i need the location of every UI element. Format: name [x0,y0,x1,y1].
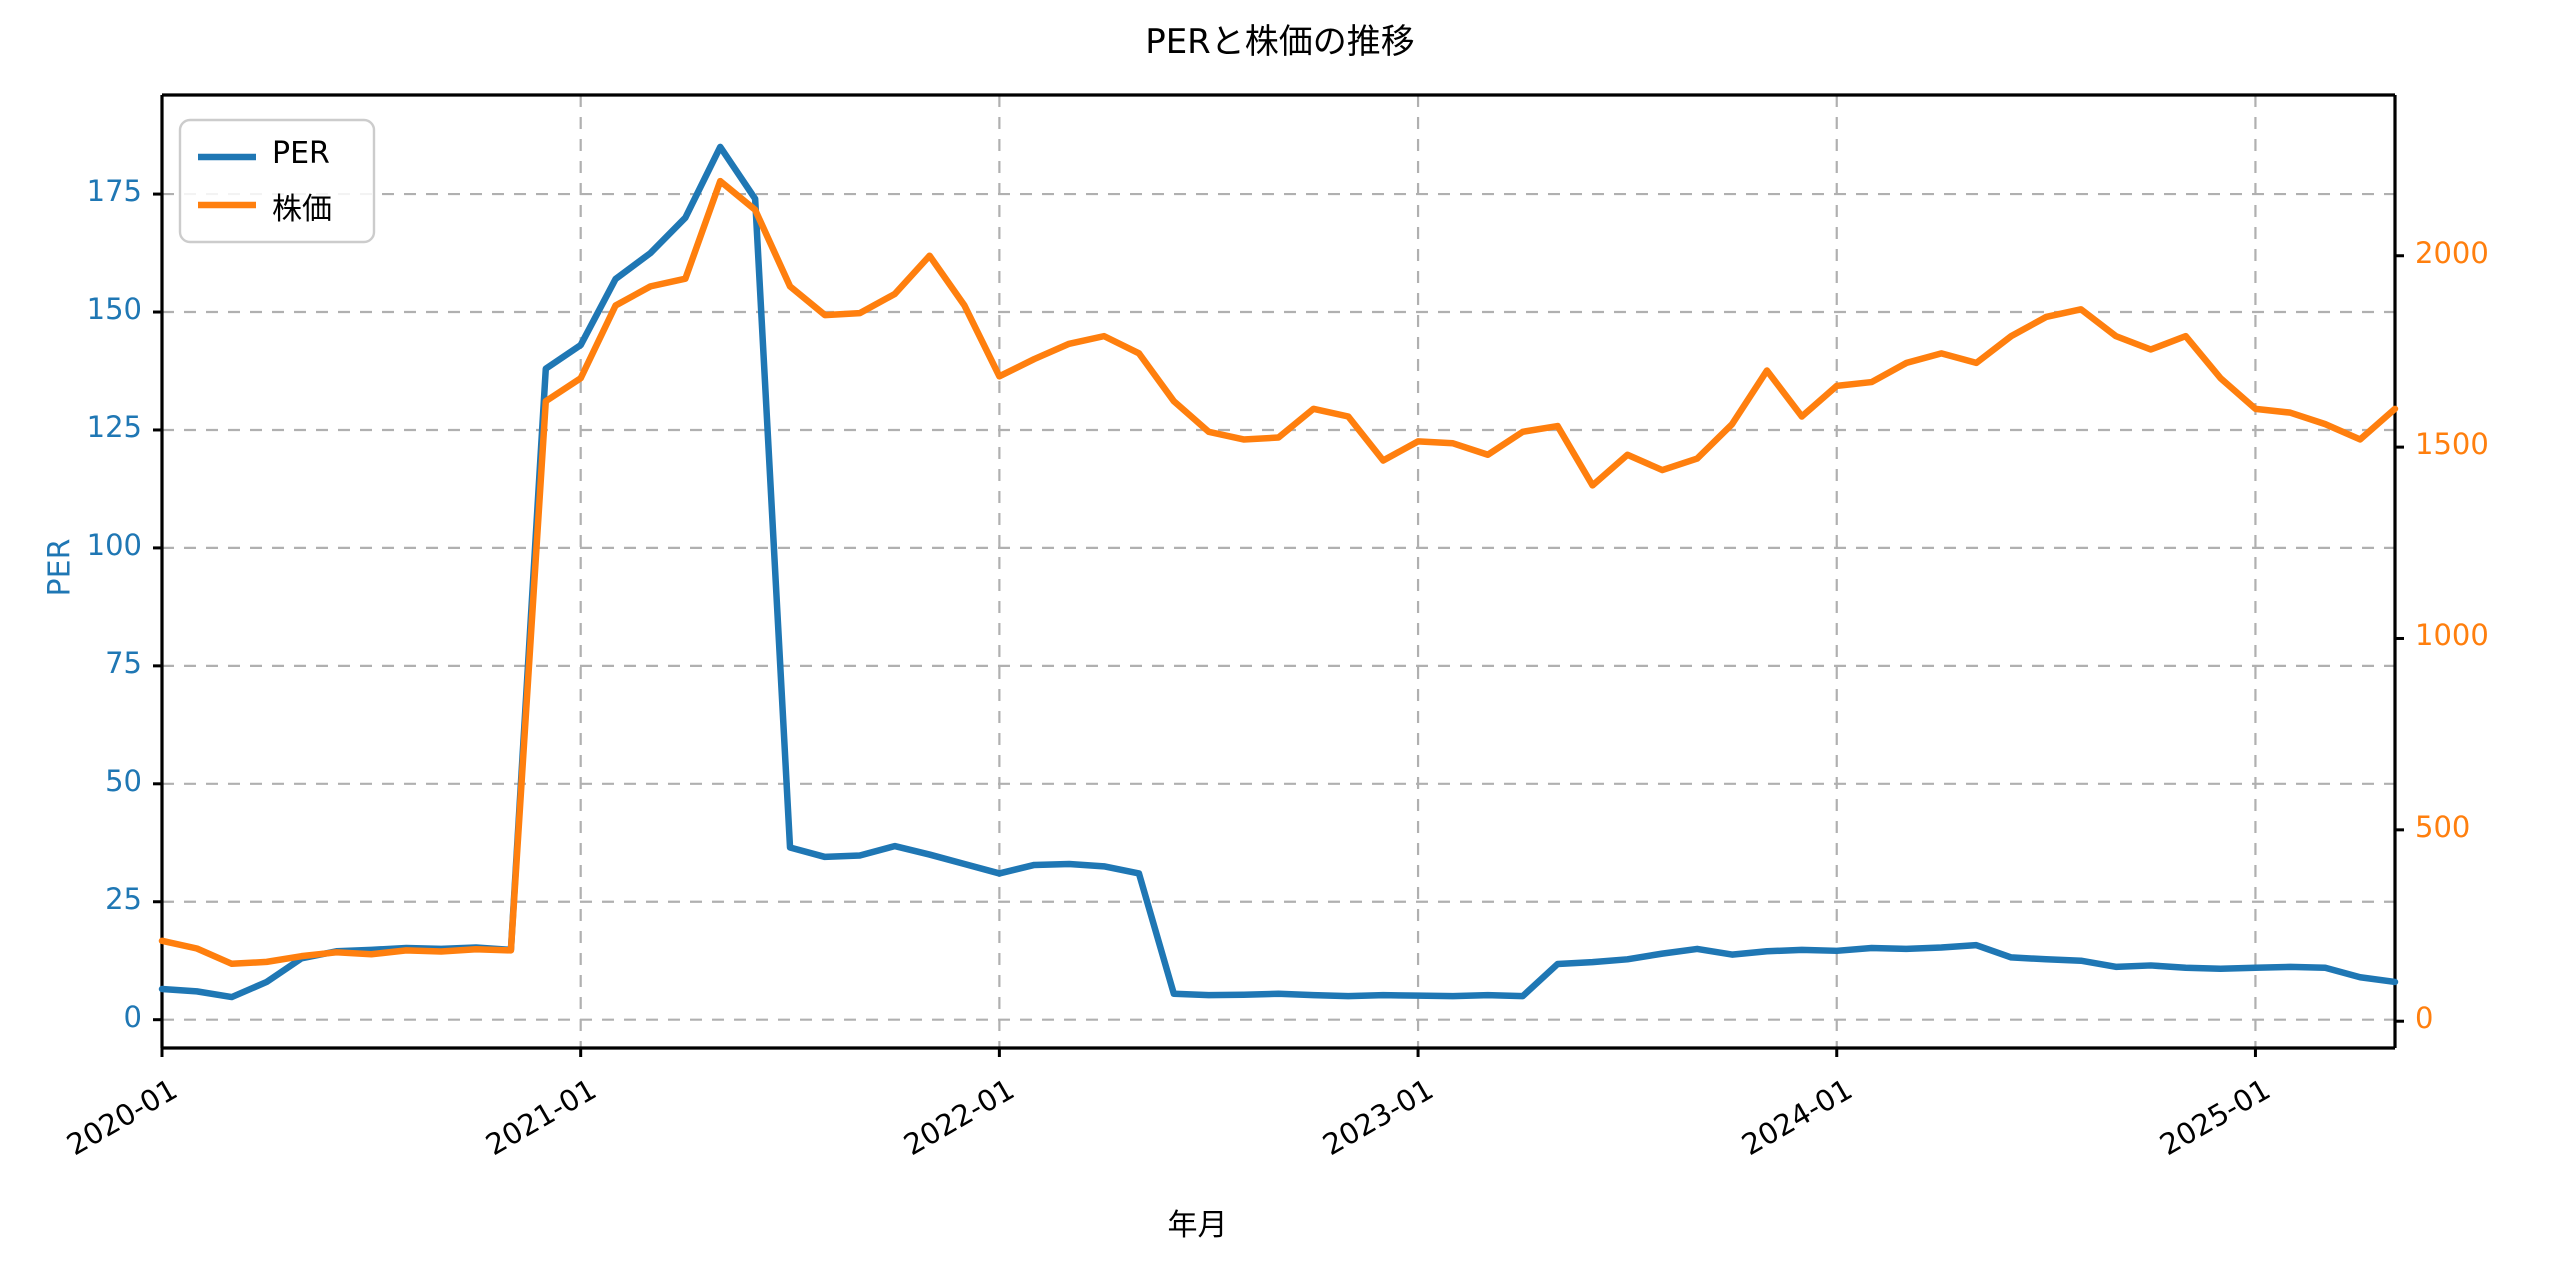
y-axis-left-label: PER [42,538,78,596]
chart-title: PERと株価の推移 [1145,22,1415,62]
y-left-tick-75: 75 [105,645,142,680]
legend-item-kabuka-label: 株価 [272,192,332,227]
y-right-tick-2000: 2000 [2415,235,2489,270]
y-left-tick-0: 0 [123,999,142,1034]
legend-box [178,118,376,244]
legend-frame [178,118,376,244]
y-left-tick-150: 150 [86,292,142,327]
legend-item-per-label: PER [272,136,330,171]
data-series [158,143,2399,1001]
y-left-tick-25: 25 [105,881,142,916]
axes-spines [160,93,2397,1050]
tick-marks [153,192,2404,1057]
y-right-tick-0: 0 [2415,1001,2434,1036]
y-left-tick-50: 50 [105,763,142,798]
series-line-per [158,143,2399,1001]
gridlines [160,95,2395,1048]
x-axis-label: 年月 [1167,1208,1228,1243]
y-right-tick-1500: 1500 [2415,427,2489,462]
y-left-tick-175: 175 [86,174,142,209]
y-right-tick-1000: 1000 [2415,618,2489,653]
series-line-kabuka [158,177,2399,968]
y-left-tick-125: 125 [86,409,142,444]
y-right-tick-500: 500 [2415,809,2471,844]
y-left-tick-100: 100 [86,527,142,562]
